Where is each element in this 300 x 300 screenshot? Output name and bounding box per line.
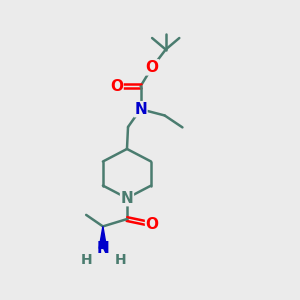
Text: H: H	[80, 253, 92, 267]
Polygon shape	[99, 226, 107, 248]
Text: H: H	[115, 253, 127, 267]
Text: N: N	[134, 102, 147, 117]
Text: O: O	[110, 79, 123, 94]
Text: O: O	[146, 217, 159, 232]
Text: O: O	[146, 60, 159, 75]
Text: N: N	[97, 241, 109, 256]
Text: N: N	[121, 190, 134, 206]
